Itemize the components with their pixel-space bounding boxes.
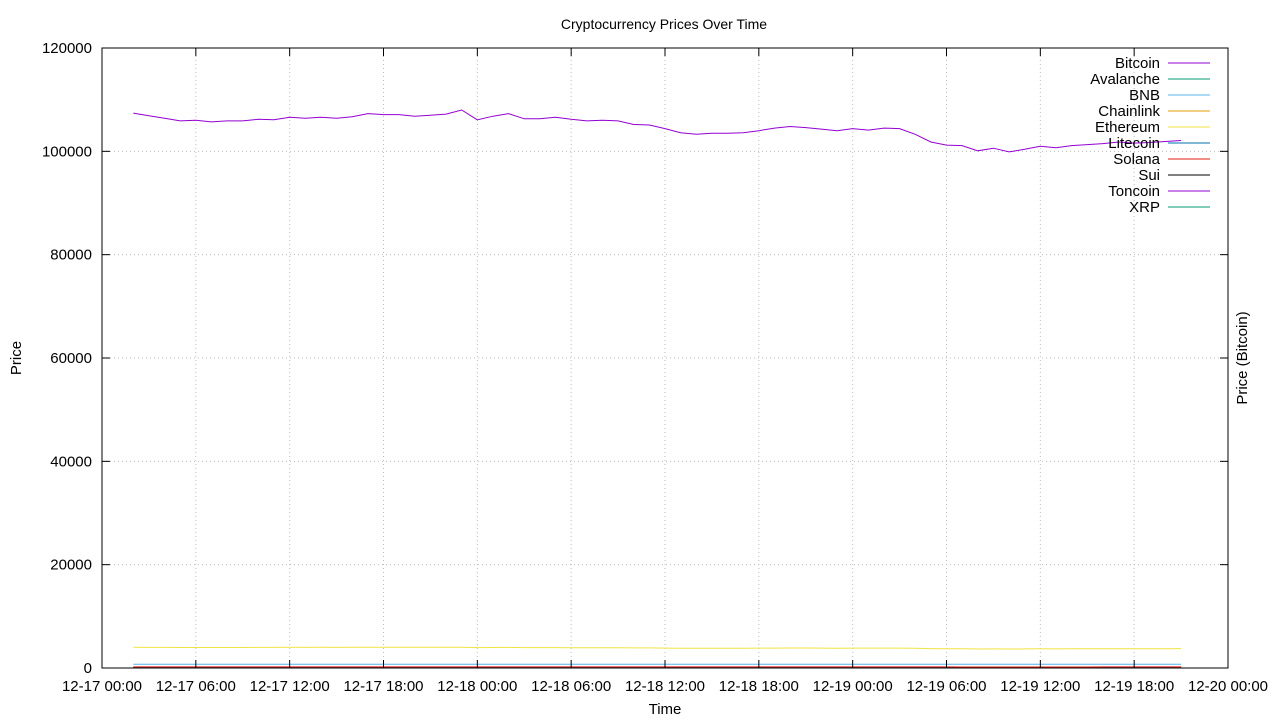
legend-label: Sui xyxy=(1138,167,1160,184)
y-tick-label: 60000 xyxy=(50,350,92,367)
x-tick-label: 12-19 12:00 xyxy=(1000,678,1080,695)
grid-layer xyxy=(102,48,1228,668)
x-tick-label: 12-19 06:00 xyxy=(906,678,986,695)
legend-label: Avalanche xyxy=(1090,71,1160,88)
legend-label: Litecoin xyxy=(1108,135,1160,152)
y-tick-label: 80000 xyxy=(50,247,92,264)
y-tick-label: 120000 xyxy=(42,40,92,57)
legend-label: BNB xyxy=(1129,87,1160,104)
x-tick-label: 12-17 00:00 xyxy=(62,678,142,695)
y-tick-label: 0 xyxy=(84,660,92,677)
x-tick-label: 12-17 18:00 xyxy=(343,678,423,695)
x-tick-label: 12-17 06:00 xyxy=(156,678,236,695)
series-line-bitcoin xyxy=(133,109,1182,153)
y2-axis-label: Price (Bitcoin) xyxy=(1234,311,1251,404)
legend: BitcoinAvalancheBNBChainlinkEthereumLite… xyxy=(1090,55,1210,216)
x-tick-label: 12-18 18:00 xyxy=(719,678,799,695)
x-axis-label: Time xyxy=(649,701,682,718)
y-axis-label: Price xyxy=(8,341,25,375)
y-tick-label: 100000 xyxy=(42,143,92,160)
legend-label: XRP xyxy=(1129,199,1160,216)
legend-label: Ethereum xyxy=(1095,119,1160,136)
x-tick-label: 12-18 00:00 xyxy=(437,678,517,695)
legend-label: Solana xyxy=(1113,151,1160,168)
x-tick-label: 12-20 00:00 xyxy=(1188,678,1268,695)
legend-label: Bitcoin xyxy=(1115,55,1160,72)
y-tick-label: 40000 xyxy=(50,453,92,470)
chart-title: Cryptocurrency Prices Over Time xyxy=(561,16,767,32)
x-tick-label: 12-17 12:00 xyxy=(250,678,330,695)
series-layer xyxy=(133,109,1182,669)
x-tick-label: 12-18 06:00 xyxy=(531,678,611,695)
legend-label: Chainlink xyxy=(1098,103,1160,120)
series-line-ethereum xyxy=(133,646,1182,650)
legend-label: Toncoin xyxy=(1108,183,1160,200)
y-tick-label: 20000 xyxy=(50,557,92,574)
x-tick-label: 12-19 18:00 xyxy=(1094,678,1174,695)
x-tick-label: 12-19 00:00 xyxy=(813,678,893,695)
x-tick-label: 12-18 12:00 xyxy=(625,678,705,695)
axis-layer: 0 20000 40000 60000 80000 100000 120000 12-17 0… xyxy=(42,40,1268,695)
